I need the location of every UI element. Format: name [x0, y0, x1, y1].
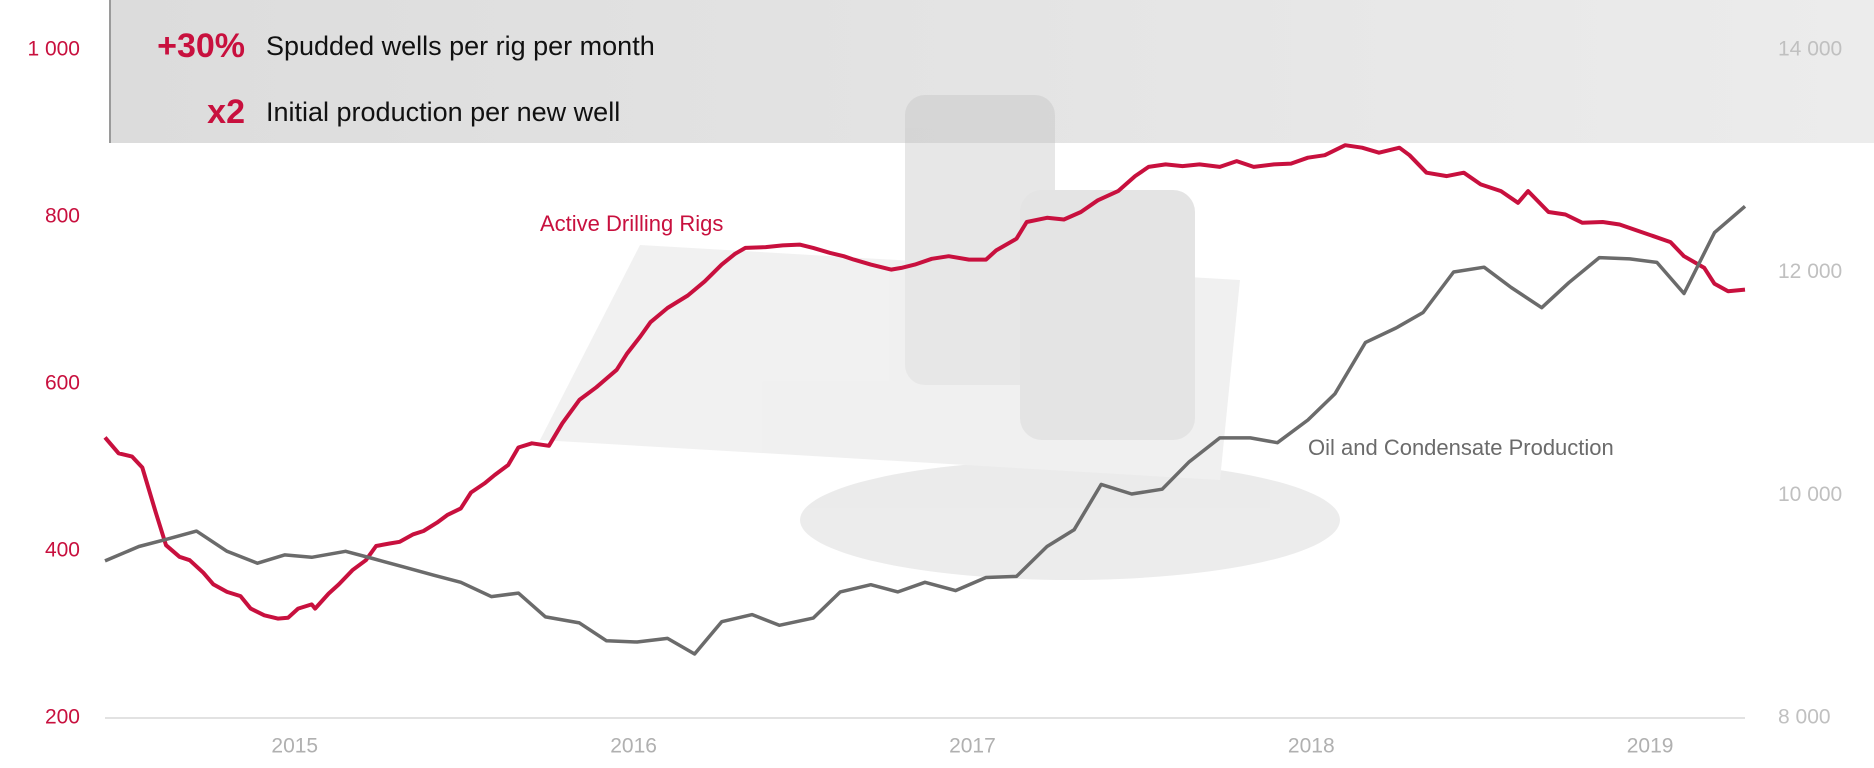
annotation-text: Initial production per new well [266, 97, 620, 127]
x-tick-label: 2015 [271, 735, 318, 758]
header-panel [110, 0, 1874, 143]
annotations: +30% Spudded wells per rig per month x2 Ini… [157, 27, 655, 131]
axes: 200 400 600 800 1 000 8 000 10 000 12 000 14 000… [27, 38, 1842, 758]
backdrop-illustration [540, 95, 1340, 580]
y-tick-label: 1 000 [27, 38, 80, 61]
y-tick-label: 600 [45, 372, 80, 395]
y2-tick-label: 12 000 [1778, 260, 1842, 283]
y-tick-label: 800 [45, 205, 80, 228]
annotation-value: +30% [157, 27, 245, 65]
series-label: Oil and Condensate Production [1308, 435, 1614, 460]
y-tick-label: 200 [45, 706, 80, 729]
y-tick-label: 400 [45, 539, 80, 562]
plot-area: Active Drilling Rigs Oil and Condensate P… [103, 143, 1747, 656]
series-label: Active Drilling Rigs [540, 211, 723, 236]
y2-tick-label: 8 000 [1778, 706, 1831, 729]
x-tick-label: 2016 [610, 735, 657, 758]
series-line [104, 204, 1747, 656]
y2-tick-label: 14 000 [1778, 38, 1842, 61]
x-tick-label: 2019 [1627, 735, 1674, 758]
annotation-value: x2 [207, 93, 245, 131]
annotation-text: Spudded wells per rig per month [266, 31, 655, 61]
series-line [103, 143, 1746, 621]
y2-tick-label: 10 000 [1778, 483, 1842, 506]
x-tick-label: 2017 [949, 735, 996, 758]
x-tick-label: 2018 [1288, 735, 1335, 758]
